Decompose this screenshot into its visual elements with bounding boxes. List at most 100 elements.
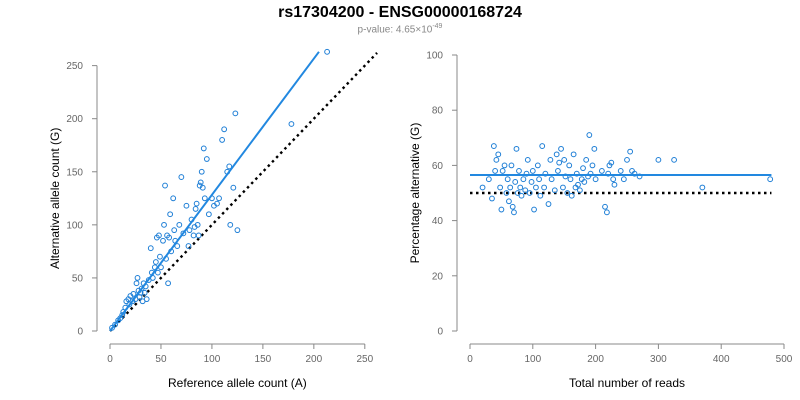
right-data-point	[528, 179, 535, 185]
left-data-point	[230, 184, 237, 191]
right-data-point	[611, 181, 618, 188]
left-data-point	[166, 234, 173, 241]
left-data-point	[214, 200, 220, 207]
left-data-point	[130, 290, 137, 297]
right-data-point	[511, 209, 517, 216]
left-null-line	[109, 52, 378, 332]
right-data-point	[497, 184, 504, 191]
pvalue-subtitle: p-value: 4.65×10-49	[0, 23, 800, 35]
right-data-point	[671, 156, 677, 163]
right-data-point	[522, 187, 529, 194]
left-data-point	[155, 269, 161, 276]
left-x-axis-title: Reference allele count (A)	[168, 376, 307, 390]
right-y-axis-title: Percentage alternative (G)	[408, 123, 422, 264]
right-data-point	[592, 176, 599, 183]
right-data-point	[556, 159, 563, 166]
right-data-point	[583, 156, 590, 163]
right-data-point	[558, 145, 564, 152]
left-data-point	[226, 163, 233, 170]
left-data-point	[232, 110, 239, 117]
left-y-tick-label: 200	[66, 114, 83, 125]
left-data-point	[201, 195, 208, 202]
left-data-point	[165, 280, 171, 287]
right-data-point	[570, 151, 577, 158]
right-data-point	[517, 184, 524, 191]
left-data-point	[141, 289, 148, 296]
left-data-point	[170, 195, 177, 202]
left-x-tick-label: 250	[356, 354, 373, 365]
left-data-point	[161, 221, 167, 228]
right-data-point	[561, 156, 568, 163]
right-y-tick-label: 20	[432, 271, 444, 282]
right-y-tick-label: 40	[432, 216, 444, 227]
right-data-point	[539, 143, 546, 149]
left-y-axis-title: Alternative allele count (G)	[48, 128, 62, 269]
left-data-point	[227, 221, 234, 228]
left-data-point	[216, 195, 222, 202]
left-data-point	[200, 145, 207, 152]
right-data-point	[562, 173, 569, 180]
left-data-point	[152, 259, 159, 265]
right-data-point	[627, 148, 634, 155]
right-data-point	[553, 151, 560, 158]
right-data-point	[555, 168, 561, 174]
left-data-point	[185, 243, 192, 249]
right-data-point	[598, 168, 605, 174]
left-data-point	[194, 221, 201, 228]
right-data-point	[503, 190, 510, 196]
left-data-point	[178, 174, 185, 180]
left-data-point	[167, 211, 174, 218]
left-data-point	[221, 126, 228, 133]
right-data-point	[608, 159, 615, 166]
right-x-tick-label: 100	[524, 354, 541, 365]
left-x-tick-label: 50	[155, 354, 167, 365]
left-data-point	[180, 230, 187, 237]
right-data-point	[767, 176, 774, 183]
right-data-point	[591, 145, 598, 152]
pvalue-exponent: -49	[432, 23, 443, 30]
right-data-point	[498, 206, 505, 213]
right-data-point	[617, 168, 624, 174]
right-data-point	[537, 192, 544, 199]
right-data-point	[542, 170, 549, 177]
right-data-point	[529, 168, 536, 174]
left-data-point	[162, 182, 168, 189]
right-data-point	[575, 181, 581, 188]
right-x-tick-label: 400	[713, 354, 730, 365]
left-y-tick-label: 100	[66, 220, 83, 231]
left-data-point	[288, 121, 295, 127]
left-data-point	[183, 202, 190, 209]
right-x-tick-label: 300	[650, 354, 667, 365]
left-data-point	[192, 206, 199, 212]
right-data-point	[492, 168, 499, 174]
right-x-tick-label: 0	[467, 354, 473, 365]
right-data-point	[533, 184, 539, 191]
left-x-tick-label: 0	[107, 354, 113, 365]
pvalue-text: p-value: 4.65×10	[357, 24, 433, 36]
right-x-axis-title: Total number of reads	[569, 376, 685, 390]
right-data-point	[541, 184, 548, 191]
right-data-point	[507, 184, 514, 191]
left-y-tick-label: 150	[66, 167, 83, 178]
right-data-point	[509, 203, 516, 210]
right-data-point	[699, 184, 706, 191]
right-data-point	[568, 192, 575, 199]
right-data-point	[560, 184, 566, 191]
left-data-point	[219, 137, 226, 143]
right-data-point	[534, 162, 541, 169]
right-data-point	[506, 198, 512, 205]
left-data-point	[324, 48, 330, 55]
right-data-point	[531, 206, 537, 213]
right-y-tick-label: 80	[432, 106, 444, 117]
left-data-point	[156, 232, 162, 239]
left-x-tick-label: 200	[306, 354, 323, 365]
right-data-point	[566, 162, 573, 169]
chart-title: rs17304200 - ENSG00000168724	[278, 4, 522, 21]
left-data-point	[174, 243, 181, 249]
right-data-point	[479, 184, 486, 191]
right-data-point	[499, 168, 506, 174]
right-y-tick-label: 100	[426, 51, 443, 62]
left-x-tick-label: 150	[255, 354, 272, 365]
right-x-tick-label: 500	[776, 354, 793, 365]
left-data-point	[186, 227, 193, 234]
